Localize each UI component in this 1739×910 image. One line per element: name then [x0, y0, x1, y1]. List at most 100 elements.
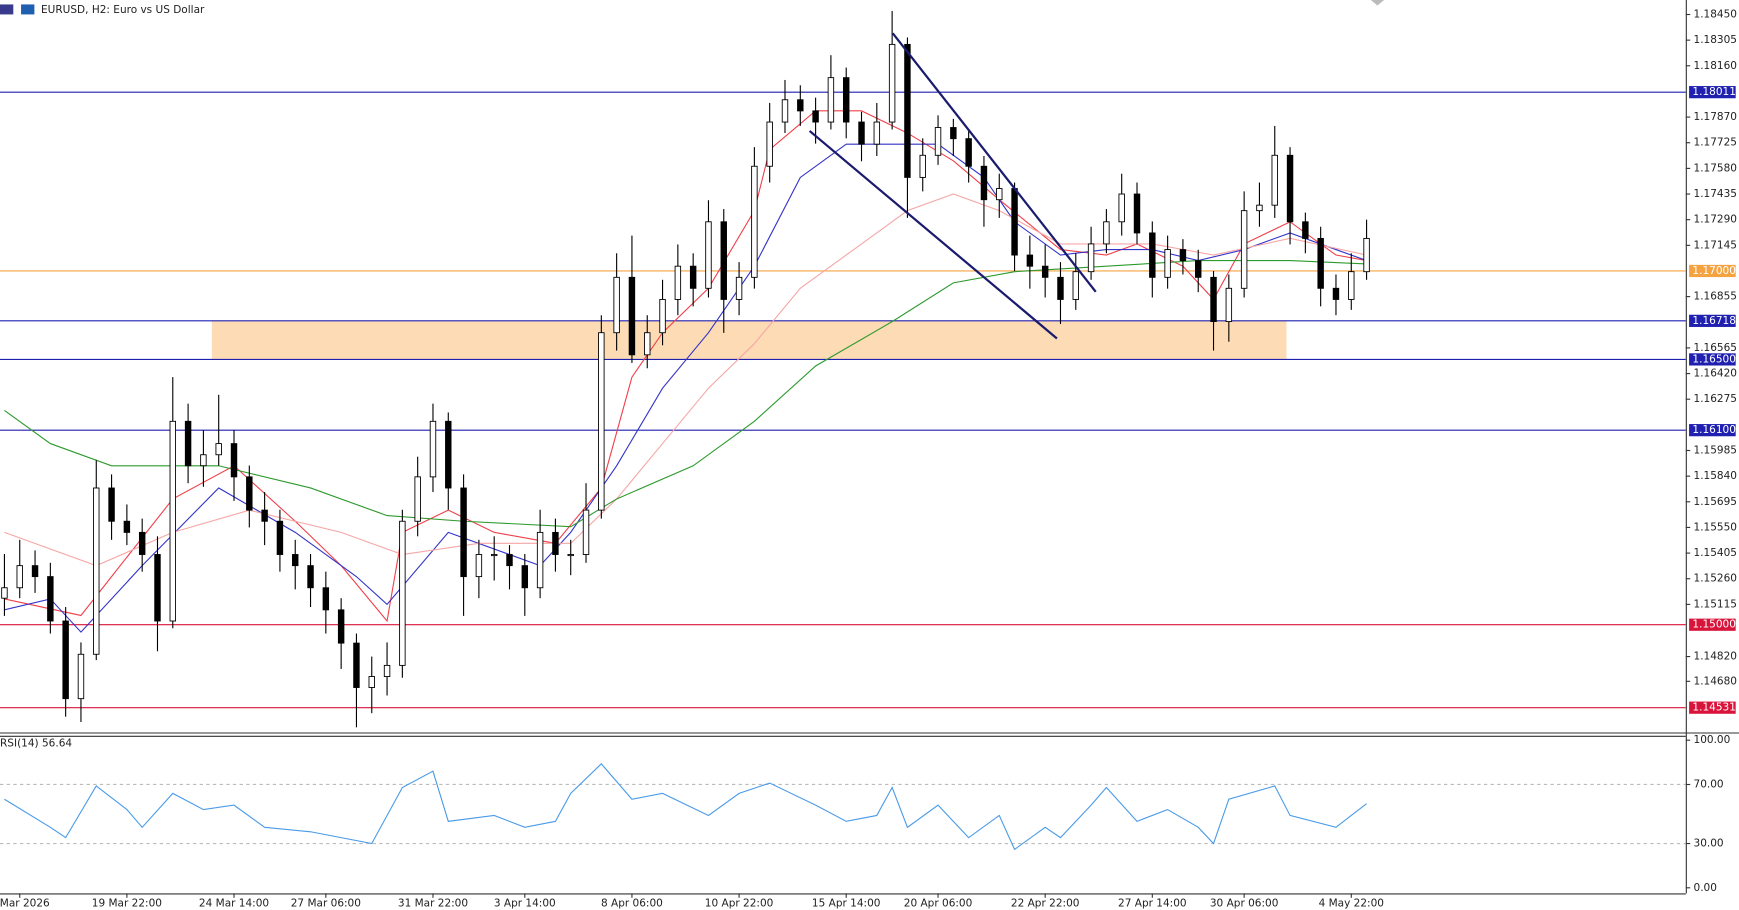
- x-tick-label: 27 Apr 14:00: [1118, 897, 1187, 909]
- indicator-title: RSI(14) 56.64: [0, 738, 72, 750]
- level-label-box: [1689, 264, 1736, 278]
- candle-body: [1317, 237, 1324, 289]
- chart-title: EURUSD, H2: Euro vs US Dollar: [41, 4, 205, 16]
- candle-body: [797, 99, 804, 112]
- x-tick-label: 15 Apr 14:00: [812, 897, 881, 909]
- candle-body: [1210, 276, 1217, 323]
- y-tick-label: 1.17725: [1694, 137, 1737, 149]
- y-tick-label: 1.15550: [1694, 521, 1737, 533]
- candle-body: [337, 609, 345, 644]
- candle-body: [506, 554, 513, 567]
- candle-body: [1179, 249, 1187, 261]
- candle-body: [1286, 154, 1294, 223]
- candle-body: [1, 587, 8, 599]
- y-tick-label: 1.17870: [1694, 111, 1737, 123]
- candle-body: [842, 77, 850, 123]
- rsi-line: [4, 763, 1367, 851]
- trend-lines: [808, 32, 1097, 340]
- candle-body: [751, 165, 758, 278]
- level-label-box: [1689, 424, 1736, 437]
- y-tick-label: 1.15985: [1694, 444, 1737, 456]
- candles-layer: [1, 10, 1370, 728]
- indicator-layer: 100.00 70.00 30.00 0.00: [0, 734, 1730, 894]
- candle-body: [1133, 193, 1141, 234]
- candle-body: [521, 565, 529, 589]
- candle-body: [138, 531, 146, 555]
- y-tick-label: 100.00: [1694, 734, 1731, 746]
- y-tick-label: 1.15405: [1694, 547, 1737, 559]
- candle-body: [827, 77, 835, 123]
- candle-body: [460, 487, 467, 578]
- candle-body: [429, 420, 437, 478]
- candle-body: [552, 531, 559, 555]
- candle-body: [383, 664, 391, 677]
- candle-body: [307, 565, 314, 589]
- level-label: 1.16500: [1692, 353, 1735, 365]
- y-tick-label: 1.15695: [1694, 496, 1737, 508]
- candle-body: [353, 642, 360, 688]
- x-tick-label: 31 Mar 22:00: [398, 897, 468, 909]
- candle-body: [888, 43, 896, 123]
- level-label-box: [1689, 618, 1736, 631]
- candle-body: [950, 127, 957, 140]
- x-tick-label: 8 Apr 06:00: [601, 897, 663, 909]
- candle-body: [215, 443, 222, 456]
- x-tick-label: 27 Mar 06:00: [291, 897, 361, 909]
- candle-body: [399, 520, 406, 666]
- y-tick-label: 1.15260: [1694, 573, 1737, 585]
- candle-body: [934, 127, 942, 156]
- scroll-marker: [1370, 0, 1385, 6]
- y-tick-label: 1.17290: [1694, 214, 1737, 226]
- y-tick-label: 1.16275: [1694, 393, 1737, 405]
- x-tick-label: 19 Mar 22:00: [92, 897, 162, 909]
- x-tick-label: 22 Apr 22:00: [1011, 897, 1080, 909]
- candle-body: [1256, 204, 1263, 212]
- candle-body: [77, 653, 85, 700]
- candle-body: [965, 138, 972, 167]
- moving-average: [4, 260, 1367, 528]
- candle-body: [598, 332, 605, 511]
- candle-body: [123, 520, 131, 533]
- candle-body: [246, 476, 253, 511]
- candle-body: [1332, 287, 1340, 300]
- candle-body: [475, 554, 483, 578]
- x-tick-label: 7 Mar 2026: [0, 897, 50, 909]
- trend-line: [808, 130, 1058, 340]
- y-tick-label: 0.00: [1694, 882, 1717, 894]
- trend-line: [891, 32, 1097, 293]
- candle-body: [184, 420, 192, 467]
- candle-body: [904, 43, 911, 178]
- candle-body: [108, 487, 115, 522]
- candle-body: [1087, 243, 1095, 273]
- candle-body: [490, 554, 498, 557]
- y-tick-label: 1.14680: [1694, 675, 1737, 687]
- candle-body: [705, 221, 712, 289]
- level-label-box: [1689, 353, 1736, 366]
- candle-body: [674, 265, 682, 300]
- y-tick-label: 30.00: [1694, 838, 1724, 850]
- y-tick-label: 1.18450: [1694, 9, 1737, 21]
- x-tick-label: 30 Apr 06:00: [1210, 897, 1279, 909]
- candle-body: [1103, 221, 1110, 245]
- symbol-icons: [0, 4, 35, 15]
- candle-body: [200, 454, 207, 467]
- candle-body: [766, 121, 773, 167]
- candle-body: [613, 276, 620, 334]
- level-label-box: [1689, 86, 1736, 99]
- level-label: 1.15000: [1692, 619, 1735, 631]
- candle-body: [169, 420, 177, 622]
- candle-body: [62, 620, 69, 700]
- y-tick-label: 1.14820: [1694, 651, 1737, 663]
- candle-body: [567, 554, 574, 557]
- candle-body: [1041, 265, 1049, 278]
- candle-body: [919, 154, 926, 178]
- candle-body: [16, 565, 23, 589]
- y-tick-label: 1.16420: [1694, 368, 1737, 380]
- candle-body: [322, 587, 330, 611]
- candle-body: [1164, 249, 1171, 278]
- level-label-box: [1689, 314, 1736, 327]
- candle-body: [292, 554, 299, 567]
